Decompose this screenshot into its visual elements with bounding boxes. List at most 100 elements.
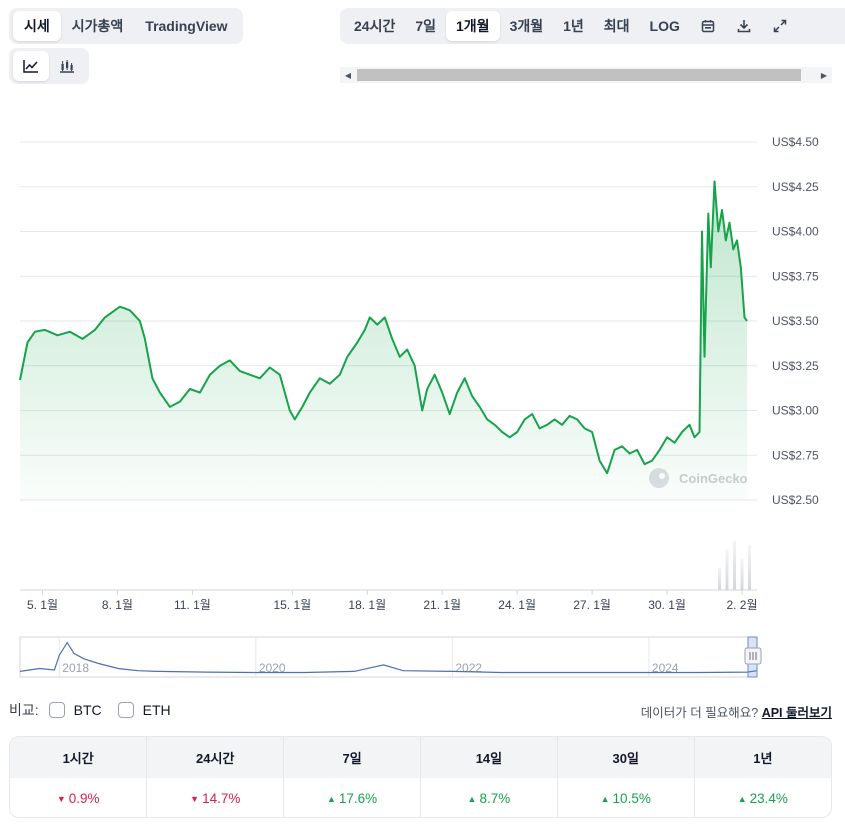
range-max[interactable]: 최대: [603, 18, 630, 34]
navigator-line: [19, 641, 758, 674]
drag-handle-icon[interactable]: [744, 647, 762, 665]
watermark-text: CoinGecko: [679, 471, 748, 486]
x-tick-label: 5. 1월: [27, 598, 58, 612]
range-24h[interactable]: 24시간: [354, 18, 396, 34]
change-7d: ▲ 17.6%: [283, 778, 421, 817]
caret-up-icon: ▲: [737, 794, 747, 804]
change-14d-value: 8.7%: [479, 791, 511, 806]
change-1h: ▼ 0.9%: [10, 778, 148, 817]
period-1h: 1시간: [10, 737, 148, 778]
calendar-button[interactable]: [690, 11, 726, 41]
download-icon: [737, 20, 751, 33]
change-30d-value: 10.5%: [612, 791, 651, 806]
y-tick-label: US$3.50: [772, 314, 819, 328]
caret-up-icon: ▲: [600, 794, 610, 804]
x-tick-label: 27. 1월: [573, 598, 611, 612]
volume-bar: [733, 540, 737, 590]
volume-bar: [725, 549, 729, 590]
compare-label: 비교:: [9, 702, 39, 718]
volume-bar: [748, 545, 752, 590]
tab-price[interactable]: 시세: [13, 11, 61, 41]
period-24h: 24시간: [146, 737, 285, 778]
x-tick-label: 15. 1월: [273, 598, 311, 612]
y-tick-label: US$4.00: [772, 225, 819, 239]
period-7d: 7일: [283, 737, 421, 778]
y-tick-label: US$4.25: [772, 180, 819, 194]
coingecko-watermark: CoinGecko: [649, 468, 748, 488]
api-prompt: 데이터가 더 필요해요? API 둘러보기: [641, 702, 832, 721]
caret-down-icon: ▼: [56, 794, 66, 804]
x-tick-label: 21. 1월: [423, 598, 461, 612]
caret-down-icon: ▼: [190, 794, 200, 804]
range-3m[interactable]: 3개월: [509, 18, 544, 34]
x-axis-ticks: 5. 1월 8. 1월 11. 1월 15. 1월 18. 1월 21. 1월 24. 1월…: [27, 590, 758, 612]
eth-checkbox[interactable]: [117, 702, 134, 718]
price-chart[interactable]: US$4.50 US$4.25 US$4.00 US$3.75 US$3.50 US$3.…: [0, 0, 845, 700]
range-1y[interactable]: 1년: [563, 18, 584, 34]
performance-header-row: 1시간 24시간 7일 14일 30일 1년: [10, 737, 831, 778]
performance-values-row: ▼ 0.9% ▼ 14.7% ▲ 17.6% ▲ 8.7% ▲ 10.5% ▲ 23.4%: [10, 778, 831, 817]
api-link[interactable]: API 둘러보기: [761, 706, 832, 720]
y-axis-labels: US$4.50 US$4.25 US$4.00 US$3.75 US$3.50 US$3.…: [772, 135, 819, 507]
volume-bars: [718, 540, 752, 590]
change-30d: ▲ 10.5%: [557, 778, 695, 817]
api-prompt-text: 데이터가 더 필요해요?: [640, 706, 759, 720]
view-tabs: 시세 시가총액 TradingView: [9, 8, 243, 44]
change-14d: ▲ 8.7%: [420, 778, 558, 817]
navigator-year-label: 2022: [455, 661, 482, 675]
expand-icon: [773, 19, 787, 33]
eth-label: ETH: [142, 702, 171, 718]
range-7d[interactable]: 7일: [415, 18, 437, 34]
range-1m[interactable]: 1개월: [446, 11, 500, 41]
tab-market-cap[interactable]: 시가총액: [71, 18, 124, 34]
tab-tradingview[interactable]: TradingView: [145, 18, 228, 34]
line-chart-button[interactable]: [13, 51, 49, 81]
range-tabs: 24시간 7일 1개월 3개월 1년 최대 LOG: [340, 8, 845, 44]
x-tick-label: 30. 1월: [648, 598, 686, 612]
change-24h-value: 14.7%: [202, 791, 241, 806]
volume-bar: [718, 567, 722, 590]
volume-bar: [740, 558, 744, 590]
x-tick-label: 11. 1월: [174, 598, 211, 612]
expand-button[interactable]: [762, 11, 798, 41]
navigator-frame: [19, 636, 758, 678]
change-1h-value: 0.9%: [68, 791, 100, 806]
candlestick-chart-button[interactable]: [49, 51, 85, 81]
compare-btc[interactable]: BTC: [48, 702, 102, 718]
performance-table: 1시간 24시간 7일 14일 30일 1년 ▼ 0.9% ▼ 14.7% ▲ 17.…: [9, 736, 832, 818]
y-tick-label: US$4.50: [772, 135, 819, 149]
btc-label: BTC: [73, 702, 102, 718]
scrollbar-thumb[interactable]: [357, 69, 801, 81]
y-tick-label: US$2.75: [772, 448, 819, 462]
x-tick-label: 8. 1월: [102, 598, 133, 612]
x-tick-label: 18. 1월: [348, 598, 386, 612]
navigator-year-label: 2024: [652, 661, 679, 675]
navigator[interactable]: 2018 2020 2022 2024: [19, 636, 762, 678]
candlestick-chart-icon: [60, 60, 74, 73]
change-1y-value: 23.4%: [749, 791, 788, 806]
period-30d: 30일: [557, 737, 695, 778]
period-14d: 14일: [420, 737, 558, 778]
range-log[interactable]: LOG: [649, 18, 680, 34]
compare-eth[interactable]: ETH: [117, 702, 171, 718]
period-1y: 1년: [694, 737, 831, 778]
calendar-icon: [701, 20, 715, 33]
chart-type-tabs: [9, 48, 89, 84]
y-tick-label: US$3.25: [772, 359, 819, 373]
download-button[interactable]: [726, 11, 762, 41]
btc-checkbox[interactable]: [48, 702, 65, 718]
scroll-right-icon[interactable]: ▶: [820, 70, 828, 80]
x-tick-label: 2. 2월: [726, 598, 757, 612]
y-tick-label: US$3.75: [772, 269, 819, 283]
coingecko-logo-icon: [649, 468, 669, 488]
change-24h: ▼ 14.7%: [146, 778, 285, 817]
navigator-year-label: 2018: [62, 661, 89, 675]
change-7d-value: 17.6%: [338, 791, 378, 806]
caret-up-icon: ▲: [467, 794, 477, 804]
navigator-year-label: 2020: [259, 661, 286, 675]
range-scrollbar[interactable]: ◀ ▶: [340, 67, 832, 83]
scroll-left-icon[interactable]: ◀: [344, 70, 352, 80]
x-tick-label: 24. 1월: [498, 598, 536, 612]
compare-row: 비교: BTC ETH: [9, 700, 187, 720]
change-1y: ▲ 23.4%: [694, 778, 831, 817]
